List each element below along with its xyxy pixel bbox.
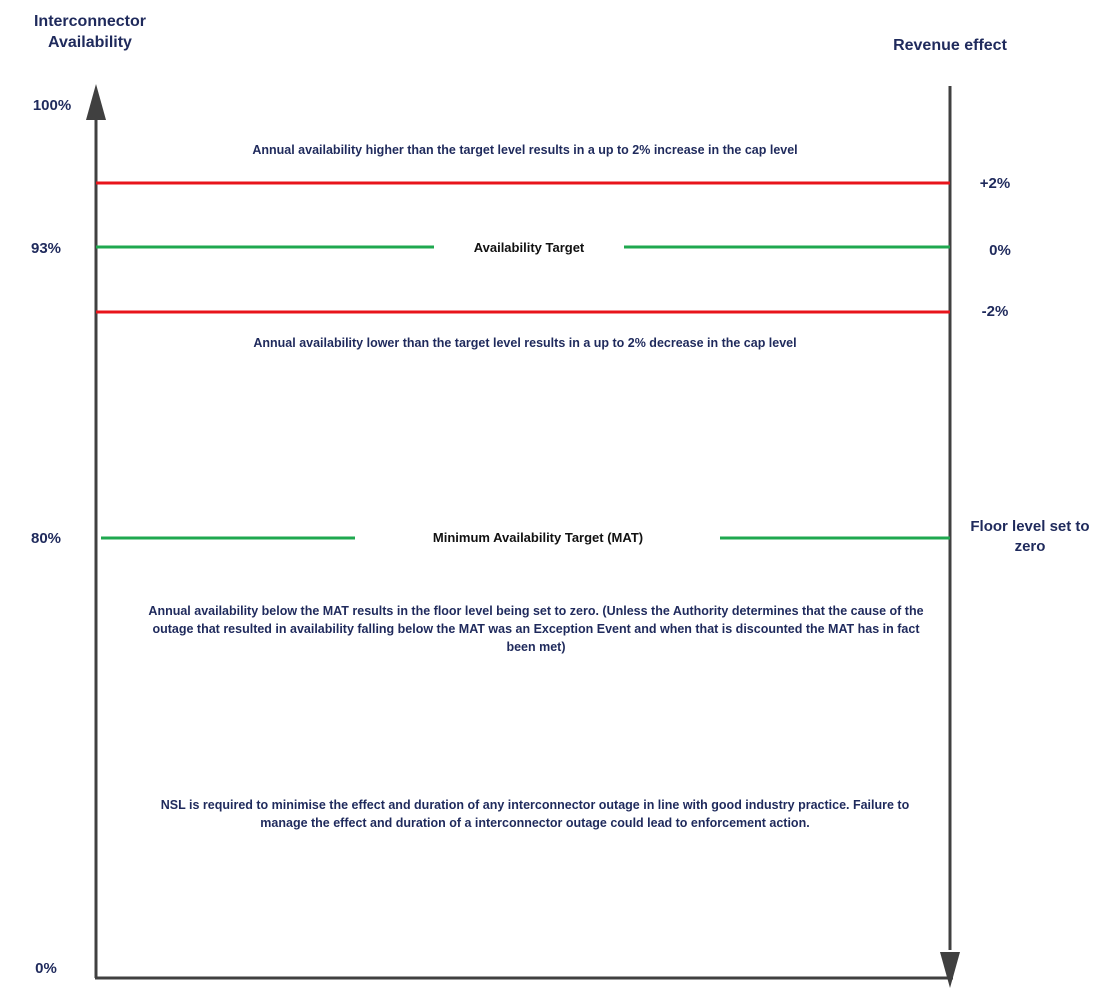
- revenue-minus-2-percent: -2%: [981, 303, 1009, 320]
- tick-93-percent: 93%: [30, 240, 62, 257]
- right-axis-arrowhead: [940, 952, 960, 988]
- floor-level-label: Floor level set to zero: [955, 517, 1105, 557]
- note-below-target: Annual availability lower than the targe…: [253, 336, 797, 350]
- floor-level-line1: Floor level set to: [970, 518, 1090, 535]
- revenue-plus-2-percent: +2%: [979, 175, 1011, 192]
- revenue-0-percent: 0%: [989, 242, 1011, 259]
- left-axis-title-line1: Interconnector: [33, 13, 146, 30]
- note-enforcement: NSL is required to minimise the effect a…: [160, 798, 910, 830]
- note-below-mat: Annual availability below the MAT result…: [148, 604, 924, 654]
- left-axis-title-line2: Availability: [48, 34, 132, 51]
- left-axis-title: Interconnector Availability: [10, 11, 170, 53]
- note-above-target: Annual availability higher than the targ…: [252, 143, 798, 157]
- mat-label: Minimum Availability Target (MAT): [432, 530, 644, 545]
- tick-100-percent: 100%: [32, 97, 72, 114]
- availability-target-label: Availability Target: [473, 240, 585, 255]
- tick-0-percent: 0%: [35, 960, 57, 977]
- tick-80-percent: 80%: [30, 530, 62, 547]
- right-axis-title: Revenue effect: [893, 37, 1007, 54]
- left-axis-arrowhead: [86, 84, 106, 120]
- floor-level-line2: zero: [1014, 538, 1046, 555]
